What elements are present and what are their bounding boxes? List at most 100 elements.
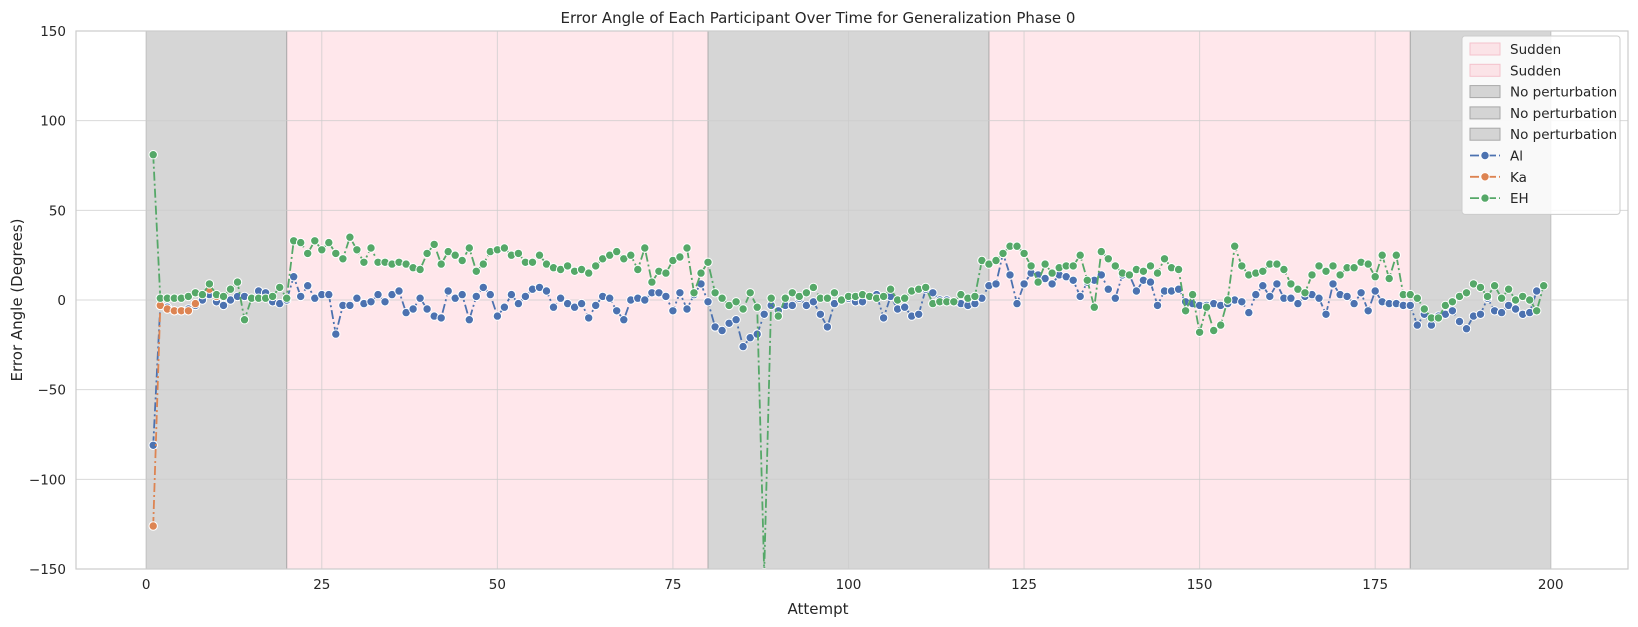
legend-label: EH [1510,191,1529,207]
data-point-eh [921,282,931,293]
data-point-eh [1419,304,1430,314]
data-point-eh [1138,266,1149,276]
data-point-eh [717,293,727,303]
legend-item-sudden: Sudden [1469,63,1561,79]
data-point-al [1405,300,1416,311]
data-point-al [682,304,692,314]
legend: Sudden Sudden No perturbation No perturbati… [1461,35,1621,215]
data-point-al [668,306,678,316]
data-point-eh [1040,259,1050,269]
data-point-al [1496,307,1507,318]
legend-item-ka: Ka [1470,170,1527,186]
data-point-eh [633,264,643,275]
data-point-eh [1461,288,1472,298]
y-tick-label: 150 [40,24,66,40]
data-point-eh [1230,241,1240,251]
data-point-al [1272,279,1282,289]
data-point-al [478,282,488,293]
data-point-eh [1412,293,1423,303]
data-point-al [1075,291,1085,302]
data-point-al [822,322,833,332]
data-point-eh [1300,288,1310,298]
data-point-al [1370,286,1380,296]
data-point-eh [345,232,355,242]
data-point-eh [1532,306,1542,316]
data-point-al [520,291,531,302]
data-point-al [591,300,601,311]
data-point-eh [1110,261,1121,271]
data-point-eh [534,250,545,260]
data-point-al [1447,306,1458,316]
data-point-eh [1019,248,1029,259]
legend-label: No perturbation [1510,85,1617,101]
y-axis-label: Error Angle (Degrees) [8,219,26,382]
data-point-eh [429,239,439,250]
data-point-eh [1124,270,1135,280]
data-point-eh [822,293,833,303]
data-point-eh [738,304,748,314]
data-point-ka [190,298,201,309]
data-point-eh [457,255,467,266]
legend-item-eh: EH [1470,191,1529,207]
data-point-al [675,288,685,298]
data-point-al [1532,286,1542,296]
data-point-ka [183,306,194,316]
chart-title: Error Angle of Each Participant Over Tim… [561,9,1076,27]
data-point-eh [415,264,425,275]
data-point-al [612,306,622,316]
data-point-al [1251,289,1261,300]
legend-item-sudden: Sudden [1469,42,1561,58]
data-point-al [605,293,615,303]
data-point-eh [1286,279,1296,289]
data-point-eh [991,255,1001,266]
data-point-eh [338,254,348,264]
data-point-eh [148,150,158,160]
data-point-al [787,300,797,311]
y-tick-label: −50 [38,383,67,399]
data-point-eh [689,288,699,298]
data-point-eh [1272,259,1282,269]
legend-item-no-perturbation: No perturbation [1469,85,1617,101]
data-point-eh [900,293,910,303]
legend-swatch [1469,42,1501,56]
data-point-al [408,304,418,314]
data-point-eh [780,293,790,303]
legend-label: No perturbation [1510,127,1617,143]
data-point-al [1349,298,1359,309]
data-point-eh [267,291,278,302]
data-point-al [1068,275,1078,285]
data-point-al [1356,288,1366,298]
data-point-eh [752,302,762,312]
legend-label: Ka [1510,170,1527,186]
data-point-al [738,341,748,352]
data-point-al [1019,279,1029,289]
data-point-al [218,300,229,311]
y-tick-label: 0 [57,293,66,309]
data-point-eh [1152,268,1163,278]
data-point-eh [1145,261,1156,271]
data-point-eh [808,282,819,293]
data-point-eh [878,291,889,302]
data-point-al [1328,279,1338,289]
data-point-eh [647,277,657,287]
data-point-eh [1503,284,1514,294]
data-point-eh [478,259,488,269]
x-tick-label: 25 [313,577,330,593]
data-point-eh [1314,261,1324,271]
data-point-eh [464,243,474,253]
data-point-eh [310,236,320,246]
data-point-eh [1068,261,1078,271]
x-tick-label: 125 [1011,577,1037,593]
data-point-eh [1173,264,1184,275]
data-point-eh [696,268,706,278]
data-point-eh [1187,289,1198,300]
data-point-al [366,297,376,307]
data-point-eh [949,297,959,307]
data-point-al [548,302,559,312]
data-point-al [506,289,517,300]
data-point-al [1047,279,1057,289]
data-point-eh [317,245,327,255]
legend-marker [1480,193,1490,203]
